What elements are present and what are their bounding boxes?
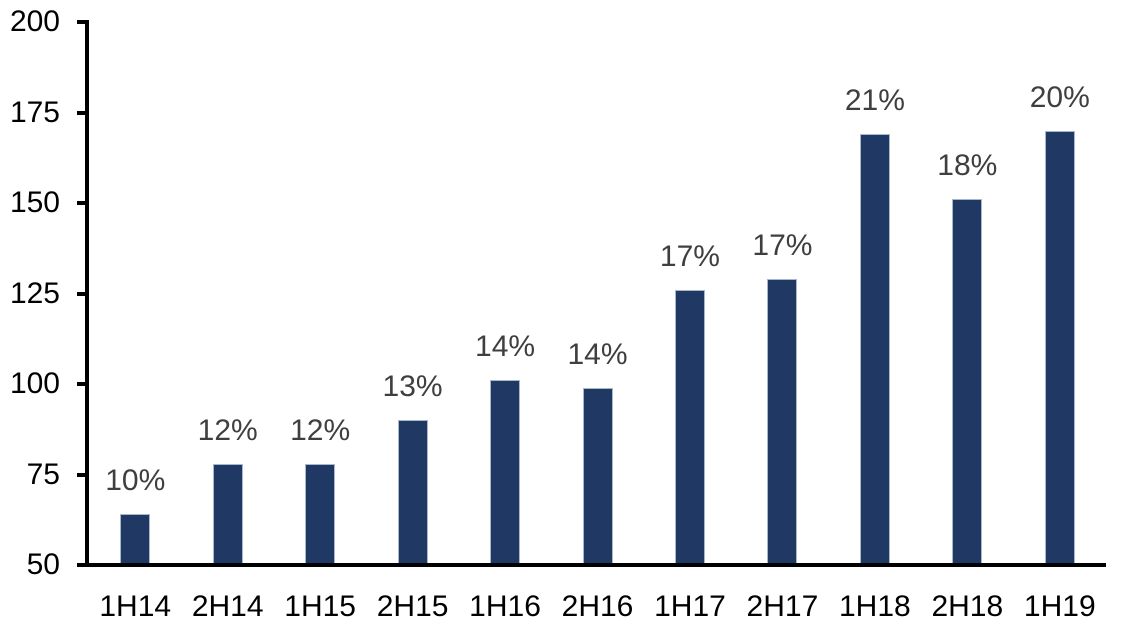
bar (490, 380, 520, 565)
bar (583, 388, 613, 565)
bar (952, 199, 982, 565)
y-tick-mark (77, 291, 89, 296)
bar (675, 290, 705, 565)
y-tick-label: 175 (9, 95, 60, 129)
bar-value-label: 17% (659, 240, 720, 273)
bar-value-label: 17% (752, 229, 813, 262)
bar-value-label: 14% (475, 330, 536, 363)
y-tick-mark (77, 20, 89, 24)
bar (767, 279, 797, 565)
x-tick-label: 2H15 (376, 590, 449, 623)
x-tick-label: 1H17 (654, 590, 726, 623)
bar-value-label: 18% (937, 149, 998, 182)
x-axis-line (77, 563, 1106, 567)
x-tick-label: 1H14 (99, 590, 172, 623)
x-tick-label: 1H15 (284, 590, 356, 623)
y-tick-label: 200 (9, 5, 60, 38)
bar-value-label: 21% (844, 84, 905, 117)
bar (120, 514, 150, 565)
x-tick-label: 2H17 (746, 590, 819, 623)
y-tick-mark (77, 201, 89, 205)
x-tick-label: 2H18 (931, 590, 1004, 623)
x-tick-label: 1H19 (1023, 590, 1096, 623)
bar (1045, 131, 1075, 565)
y-tick-label: 100 (9, 367, 60, 400)
bar (305, 464, 335, 565)
bar-value-label: 13% (382, 370, 443, 403)
y-tick-label: 50 (26, 548, 60, 581)
bar (860, 134, 890, 565)
x-tick-label: 1H18 (839, 590, 911, 623)
y-tick-mark (77, 472, 89, 477)
x-tick-label: 1H16 (469, 590, 541, 623)
y-tick-label: 150 (9, 186, 60, 219)
bar-value-label: 10% (105, 464, 166, 497)
x-tick-label: 2H16 (561, 590, 634, 623)
bar (398, 420, 428, 565)
y-tick-mark (77, 382, 89, 386)
x-tick-label: 2H14 (191, 590, 264, 623)
bar-value-label: 12% (290, 414, 351, 447)
y-tick-label: 125 (9, 276, 60, 310)
bar-value-label: 14% (567, 338, 628, 371)
y-tick-label: 75 (26, 457, 60, 491)
bar-value-label: 12% (197, 414, 258, 447)
bar-value-label: 20% (1029, 81, 1090, 114)
bar (213, 464, 243, 565)
y-tick-mark (77, 110, 89, 115)
